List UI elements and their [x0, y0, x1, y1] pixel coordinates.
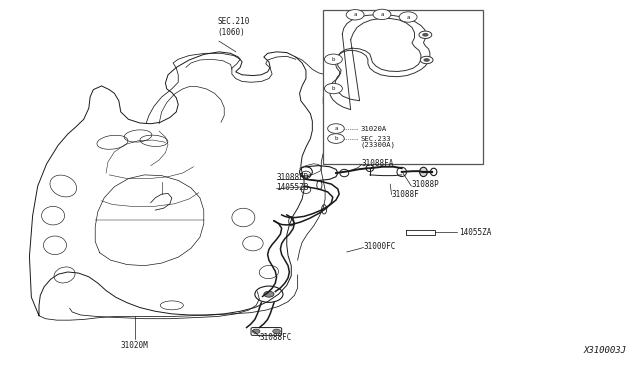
Circle shape	[376, 11, 388, 18]
Text: 31020A: 31020A	[360, 126, 387, 132]
Text: a: a	[334, 126, 338, 131]
Circle shape	[326, 84, 339, 92]
Circle shape	[346, 10, 364, 20]
Circle shape	[330, 86, 336, 90]
Text: 14055ZB: 14055ZB	[276, 183, 309, 192]
Circle shape	[328, 134, 344, 143]
Circle shape	[402, 14, 415, 21]
Circle shape	[399, 12, 417, 22]
Ellipse shape	[420, 167, 428, 177]
Text: 31088FD: 31088FD	[276, 173, 309, 182]
Circle shape	[419, 31, 432, 38]
Text: SEC.210
(1060): SEC.210 (1060)	[218, 17, 250, 37]
Circle shape	[420, 56, 433, 64]
Text: 31088FA: 31088FA	[362, 159, 394, 168]
Text: 14055ZA: 14055ZA	[460, 228, 492, 237]
Text: (23300A): (23300A)	[360, 142, 396, 148]
Text: a: a	[353, 12, 357, 17]
Text: 31088FC: 31088FC	[260, 333, 292, 342]
Circle shape	[349, 12, 362, 20]
Circle shape	[328, 55, 340, 63]
Circle shape	[252, 329, 260, 334]
Text: 31088P: 31088P	[412, 180, 439, 189]
Circle shape	[331, 57, 337, 61]
Text: 31020M: 31020M	[121, 341, 148, 350]
Text: b: b	[332, 57, 335, 62]
Text: a: a	[380, 12, 384, 17]
Circle shape	[405, 16, 412, 19]
Bar	[323, 10, 483, 164]
Circle shape	[379, 13, 385, 16]
Circle shape	[352, 14, 358, 18]
Text: 31088F: 31088F	[392, 190, 419, 199]
Circle shape	[324, 83, 342, 94]
Circle shape	[424, 58, 430, 62]
Text: a: a	[406, 15, 410, 19]
Circle shape	[264, 291, 274, 297]
Text: SEC.233: SEC.233	[360, 135, 391, 142]
Text: b: b	[332, 86, 335, 91]
Circle shape	[324, 54, 342, 64]
Circle shape	[422, 33, 429, 37]
Circle shape	[373, 9, 391, 20]
Circle shape	[273, 329, 280, 334]
Circle shape	[328, 124, 344, 134]
FancyBboxPatch shape	[251, 328, 282, 335]
Text: b: b	[334, 136, 338, 141]
Text: X310003J: X310003J	[584, 346, 627, 355]
Text: 31000FC: 31000FC	[364, 242, 396, 251]
Ellipse shape	[431, 168, 437, 176]
